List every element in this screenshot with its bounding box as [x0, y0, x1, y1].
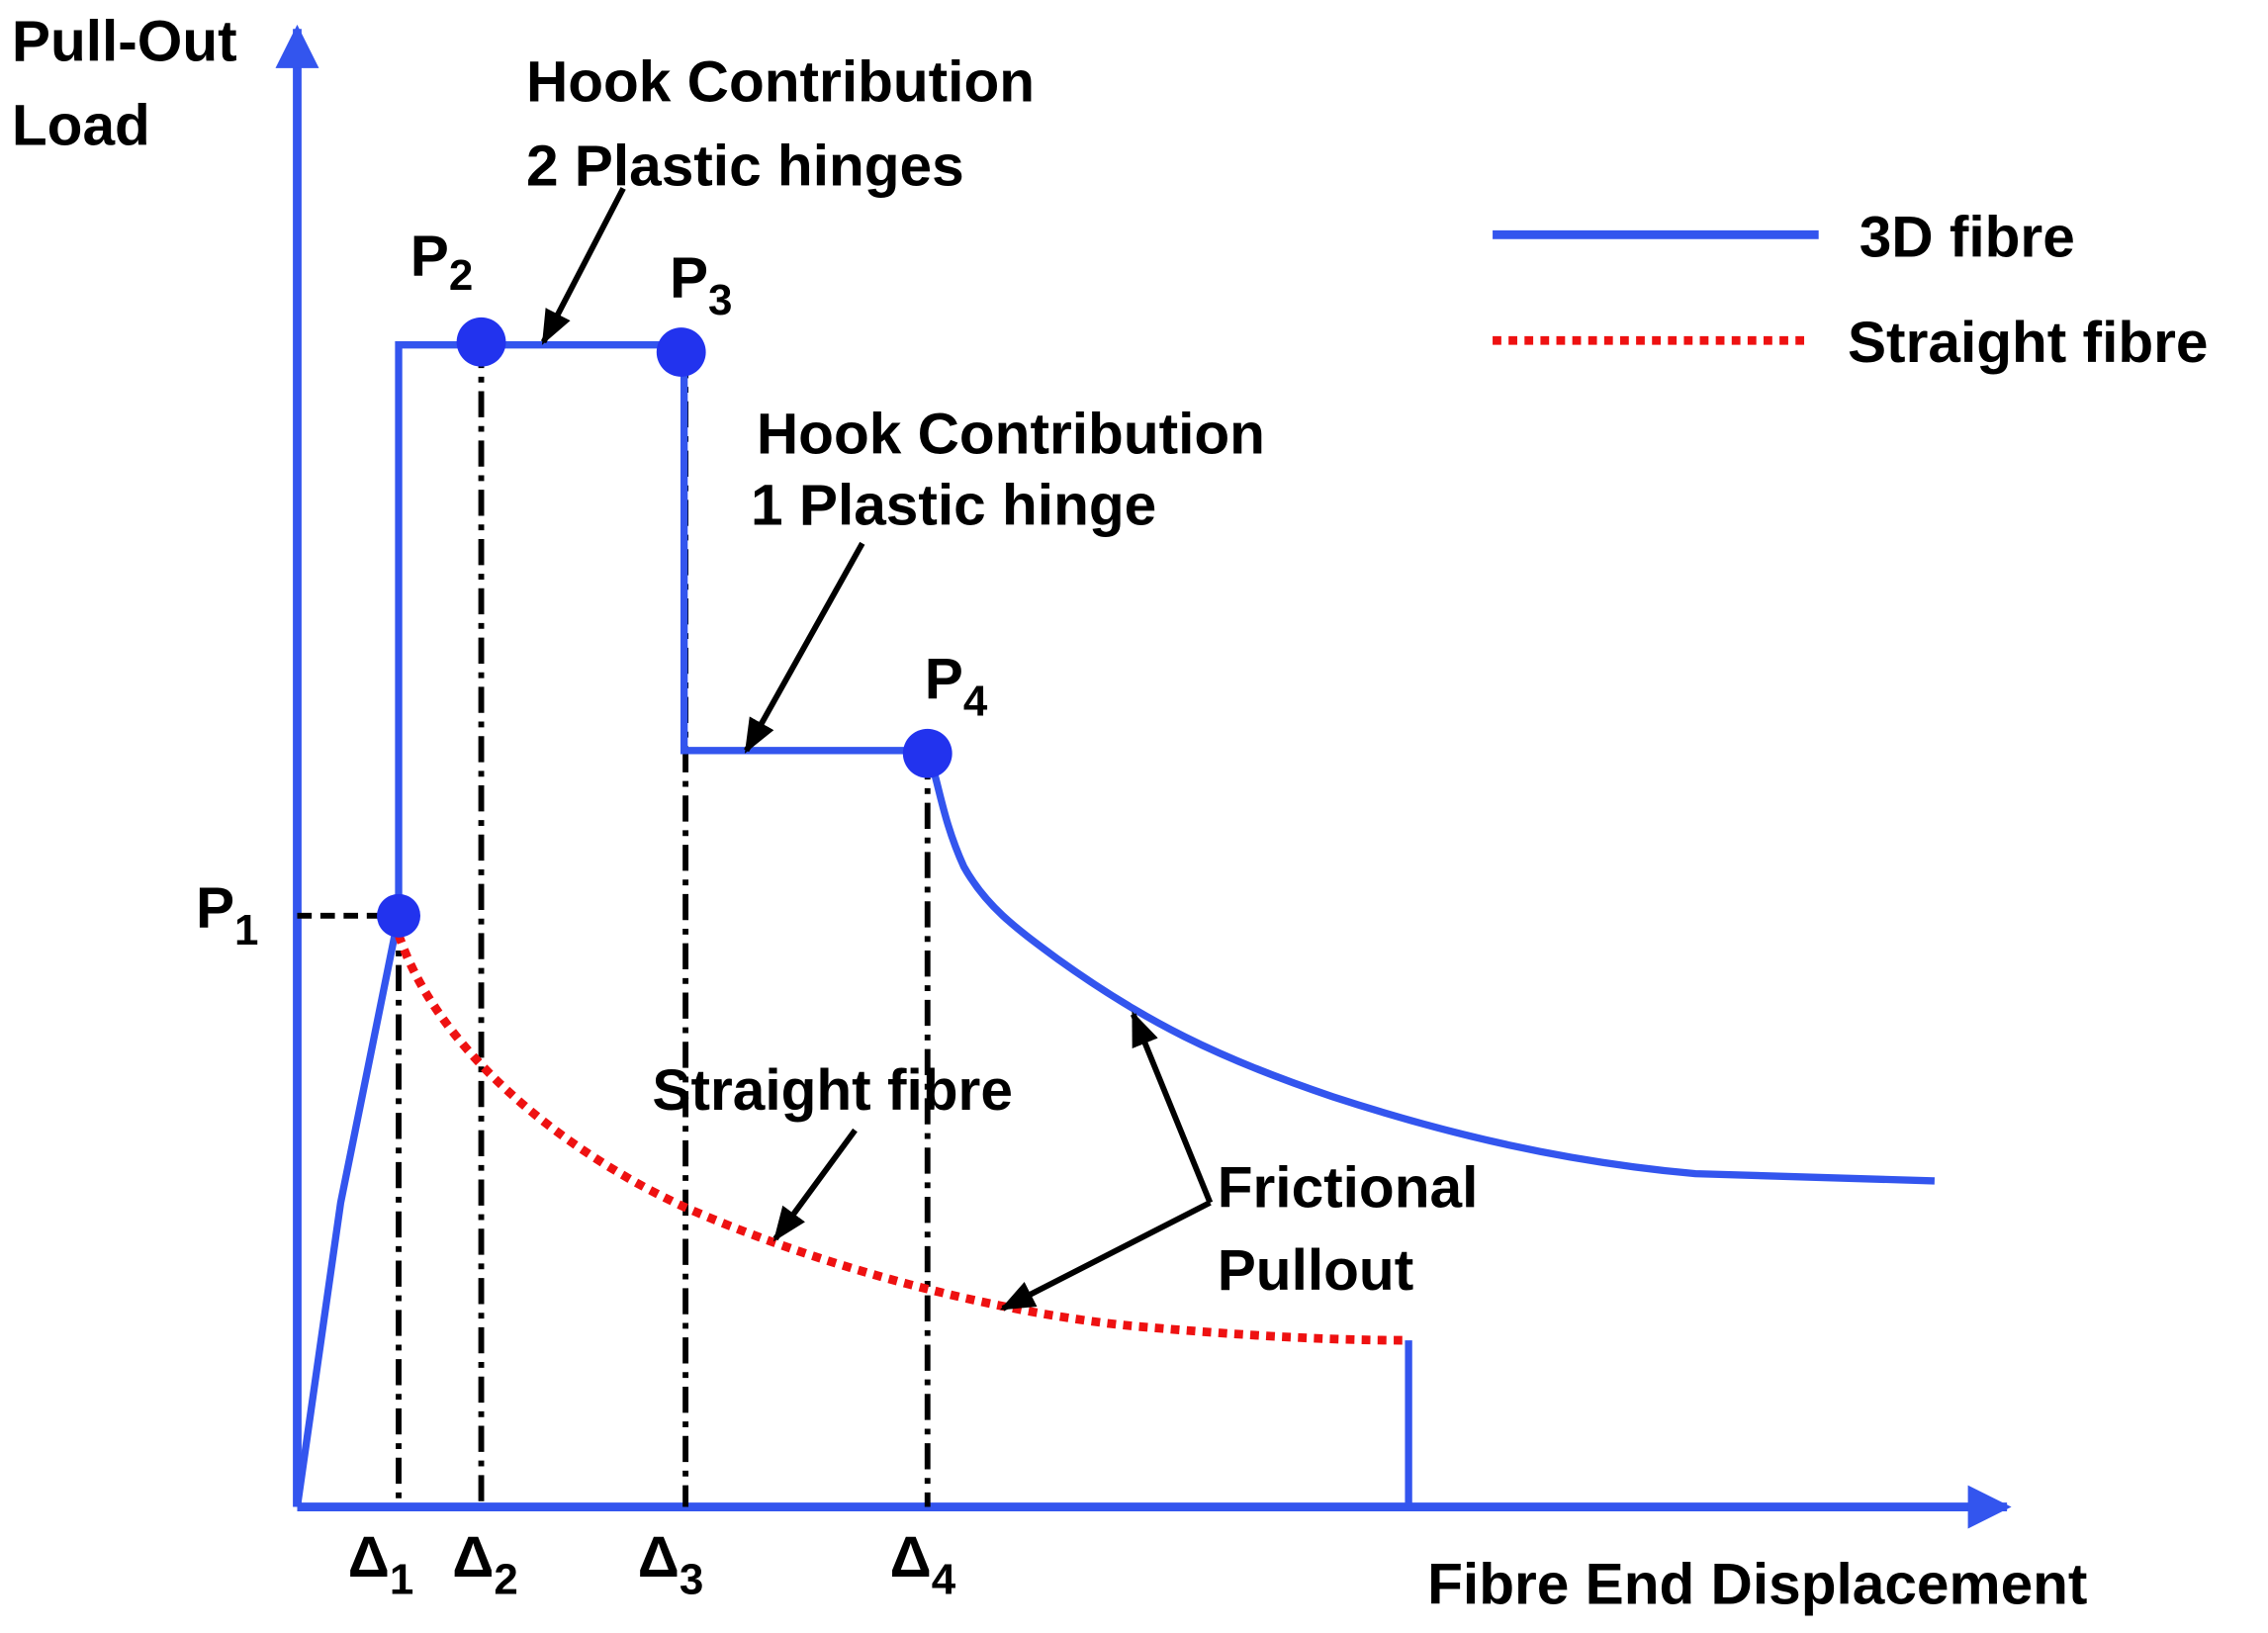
annotation: Pullout — [1218, 1238, 1413, 1303]
straight-fibre-curve — [394, 933, 1406, 1345]
displacement-label: Δ4 — [890, 1525, 956, 1604]
displacement-label: Δ2 — [452, 1525, 518, 1604]
annotation: Hook Contribution — [526, 50, 1035, 115]
annotation: 1 Plastic hinge — [751, 473, 1156, 537]
annotation-arrows — [540, 187, 1214, 1312]
axes — [275, 24, 2012, 1529]
x-axis-label: Fibre End Displacement — [1427, 1553, 2087, 1617]
point-label: P2 — [410, 224, 474, 300]
point-label: P3 — [670, 245, 733, 324]
y-axis-label: Load — [12, 93, 150, 157]
point-markers — [377, 317, 953, 938]
y-axis-label: Pull-Out — [12, 10, 237, 74]
displacement-label: Δ1 — [348, 1525, 414, 1604]
legend-label: Straight fibre — [1848, 311, 2209, 375]
3d-fibre-curve — [293, 340, 1935, 1508]
annotation: Frictional — [1218, 1155, 1479, 1220]
displacement-label: Δ3 — [638, 1525, 704, 1604]
point-label: P4 — [925, 647, 988, 726]
annotation: 2 Plastic hinges — [526, 135, 964, 199]
legend-label: 3D fibre — [1860, 205, 2075, 269]
annotation: Hook Contribution — [757, 403, 1265, 467]
annotation: Straight fibre — [652, 1058, 1013, 1123]
point-label: P1 — [196, 876, 259, 955]
